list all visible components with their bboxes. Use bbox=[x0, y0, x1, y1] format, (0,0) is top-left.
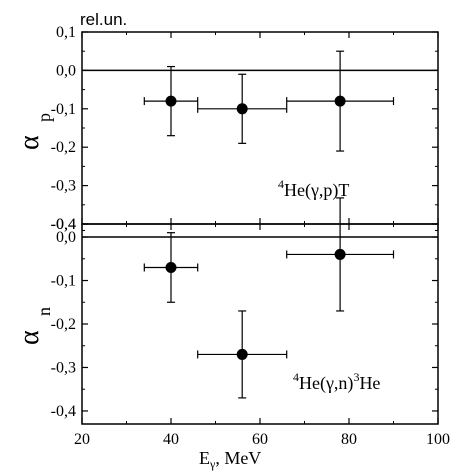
top-panel: 0,1 0,0 -0,1 -0,2 -0,3 -0,4 4He(γ,p)T α p bbox=[14, 24, 439, 233]
top-ylabel-alpha: α bbox=[14, 135, 45, 150]
top-ytick-label: -0,1 bbox=[51, 101, 76, 118]
xtick-label: 100 bbox=[426, 431, 450, 448]
bottom-ytick-label: 0,0 bbox=[56, 229, 76, 246]
bottom-data-points bbox=[143, 197, 395, 399]
bottom-ytick-label: -0,4 bbox=[51, 403, 76, 420]
top-ytick-label: 0,0 bbox=[56, 62, 76, 79]
top-reaction-text: He(γ,p)T bbox=[284, 180, 349, 201]
xtick-label: 80 bbox=[341, 431, 357, 448]
x-axis-title: Eγ, MeV bbox=[199, 448, 261, 471]
top-ytick-label: -0,4 bbox=[51, 216, 76, 233]
xtick-label: 20 bbox=[74, 431, 90, 448]
top-reaction-label: 4He(γ,p)T bbox=[278, 177, 349, 201]
bottom-panel: -0,40,0-0,1-0,2-0,3-0,4 20 40 60 80 100 4He(… bbox=[14, 32, 450, 448]
top-data-point bbox=[165, 95, 177, 107]
top-data-points bbox=[143, 50, 395, 152]
bottom-reaction-text: He(γ,n) bbox=[299, 373, 353, 394]
bottom-y-ticks: -0,40,0-0,1-0,2-0,3-0,4 bbox=[51, 216, 438, 420]
x-ticks: 20 40 60 80 100 bbox=[74, 32, 450, 448]
bottom-ylabel-alpha: α bbox=[14, 330, 45, 345]
bottom-reaction-label: 4He(γ,n)3He bbox=[293, 370, 380, 394]
top-ytick-label: 0,1 bbox=[56, 24, 76, 41]
bottom-ytick-label: -0,3 bbox=[51, 359, 76, 376]
top-data-point bbox=[334, 95, 346, 107]
top-reaction-pre-sup: 4 bbox=[278, 177, 284, 191]
bottom-reaction-post-sup: 3 bbox=[353, 370, 359, 384]
bottom-data-point bbox=[334, 248, 346, 260]
bottom-ytick-label: -0,1 bbox=[51, 273, 76, 290]
xtick-label: 40 bbox=[163, 431, 179, 448]
bottom-ytick-label: -0,2 bbox=[51, 316, 76, 333]
x-axis-title-sub: γ bbox=[209, 457, 216, 471]
x-axis-title-unit: , MeV bbox=[215, 448, 261, 468]
top-plot-frame bbox=[81, 31, 439, 225]
top-data-point bbox=[236, 103, 248, 115]
top-ytick-label: -0,3 bbox=[51, 178, 76, 195]
bottom-reaction-post-text: He bbox=[359, 373, 380, 393]
top-ytick-label: -0,2 bbox=[51, 139, 76, 156]
units-label: rel.un. bbox=[80, 10, 127, 29]
top-y-ticks: 0,1 0,0 -0,1 -0,2 -0,3 -0,4 bbox=[51, 24, 438, 233]
x-axis-title-main: E bbox=[199, 448, 210, 468]
bottom-ylabel-subscript: n bbox=[34, 307, 54, 316]
bottom-data-point bbox=[236, 348, 248, 360]
bottom-data-point bbox=[165, 261, 177, 273]
xtick-label: 60 bbox=[252, 431, 268, 448]
top-ylabel-subscript: p bbox=[34, 113, 54, 122]
bottom-reaction-pre-sup: 4 bbox=[293, 370, 299, 384]
bottom-ytick-label: -0,4 bbox=[51, 216, 76, 233]
